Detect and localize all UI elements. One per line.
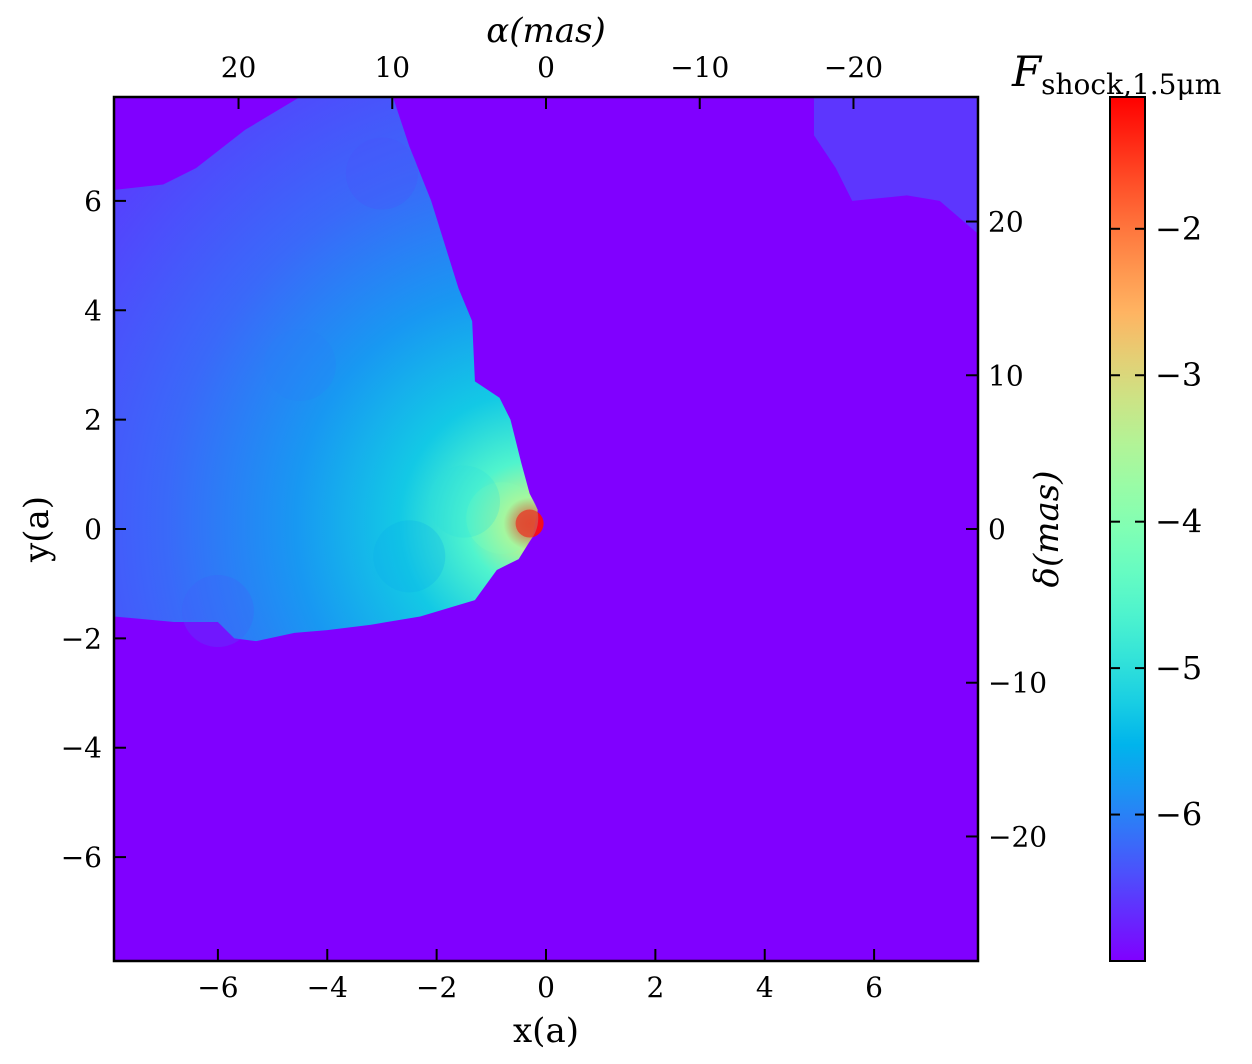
y-tick-label: 6 xyxy=(84,185,102,218)
colorbar-ticks: −2 −3 −4 −5 −6 xyxy=(1110,210,1202,834)
x-tick-label: 2 xyxy=(646,971,664,1004)
emission-sample-point xyxy=(373,520,446,593)
emission-sample-point xyxy=(345,137,418,210)
top-axis-tick-label: −20 xyxy=(824,51,883,84)
colorbar-tick-label: −6 xyxy=(1155,796,1202,834)
x-axis-label: x(a) xyxy=(513,1011,579,1051)
emission-sample-point xyxy=(181,575,254,648)
emission-sample-point xyxy=(466,482,539,555)
right-axis-label-symbol: δ xyxy=(1027,567,1067,587)
y-tick-label: −6 xyxy=(61,841,102,874)
colorbar-tick-label: −5 xyxy=(1155,649,1202,687)
right-axis-tick-label: −20 xyxy=(988,820,1047,853)
emission-region-main xyxy=(114,97,538,642)
top-axis-tick-label: 0 xyxy=(537,51,555,84)
right-axis-tick-label: −10 xyxy=(988,667,1047,700)
right-axis-tick-label: 10 xyxy=(988,359,1024,392)
x-tick-label: −2 xyxy=(416,971,457,1004)
colorbar: −2 −3 −4 −5 −6 Fshock,1.5μm xyxy=(1011,47,1221,962)
top-axis-tick-label: 10 xyxy=(374,51,410,84)
emission-region-upper-right xyxy=(813,97,978,234)
emission-sample-point xyxy=(263,328,336,401)
colorbar-title-sub: shock,1.5μm xyxy=(1041,68,1221,101)
right-axis-label-unit: (mas) xyxy=(1027,471,1067,568)
top-axis-tick-label: −10 xyxy=(670,51,729,84)
top-axis-tick-label: 20 xyxy=(221,51,257,84)
y-tick-label: −4 xyxy=(61,732,102,765)
right-axis-tick-label: 0 xyxy=(988,513,1006,546)
right-axis-tick-label: 20 xyxy=(988,206,1024,239)
x-tick-label: −6 xyxy=(197,971,238,1004)
y-tick-label: 0 xyxy=(84,513,102,546)
x-tick-label: 0 xyxy=(537,971,555,1004)
x-tick-label: 6 xyxy=(865,971,883,1004)
right-axis-label: δ(mas) xyxy=(1027,471,1067,588)
x-tick-label: −4 xyxy=(307,971,348,1004)
colorbar-gradient xyxy=(1109,96,1146,962)
top-axis-label: α(mas) xyxy=(486,11,605,51)
plot-area xyxy=(112,95,980,963)
colorbar-title: Fshock,1.5μm xyxy=(1011,47,1221,101)
colorbar-tick-label: −4 xyxy=(1155,503,1202,541)
y-tick-label: 4 xyxy=(84,294,102,327)
top-axis-label-symbol: α xyxy=(486,11,509,51)
emission-sample-point xyxy=(515,509,544,538)
colorbar-tick-label: −2 xyxy=(1155,210,1202,248)
top-axis-label-unit: (mas) xyxy=(509,11,606,51)
y-tick-label: 2 xyxy=(84,404,102,437)
colorbar-tick-label: −3 xyxy=(1155,356,1202,394)
x-tick-label: 4 xyxy=(756,971,774,1004)
y-axis-label: y(a) xyxy=(17,496,57,563)
y-tick-label: −2 xyxy=(61,622,102,655)
colorbar-title-main: F xyxy=(1011,47,1043,96)
svg-text:α(mas): α(mas) xyxy=(486,11,605,51)
heatmap-regions xyxy=(114,97,978,648)
svg-text:δ(mas): δ(mas) xyxy=(1027,471,1067,588)
emission-sample-point xyxy=(427,465,500,538)
